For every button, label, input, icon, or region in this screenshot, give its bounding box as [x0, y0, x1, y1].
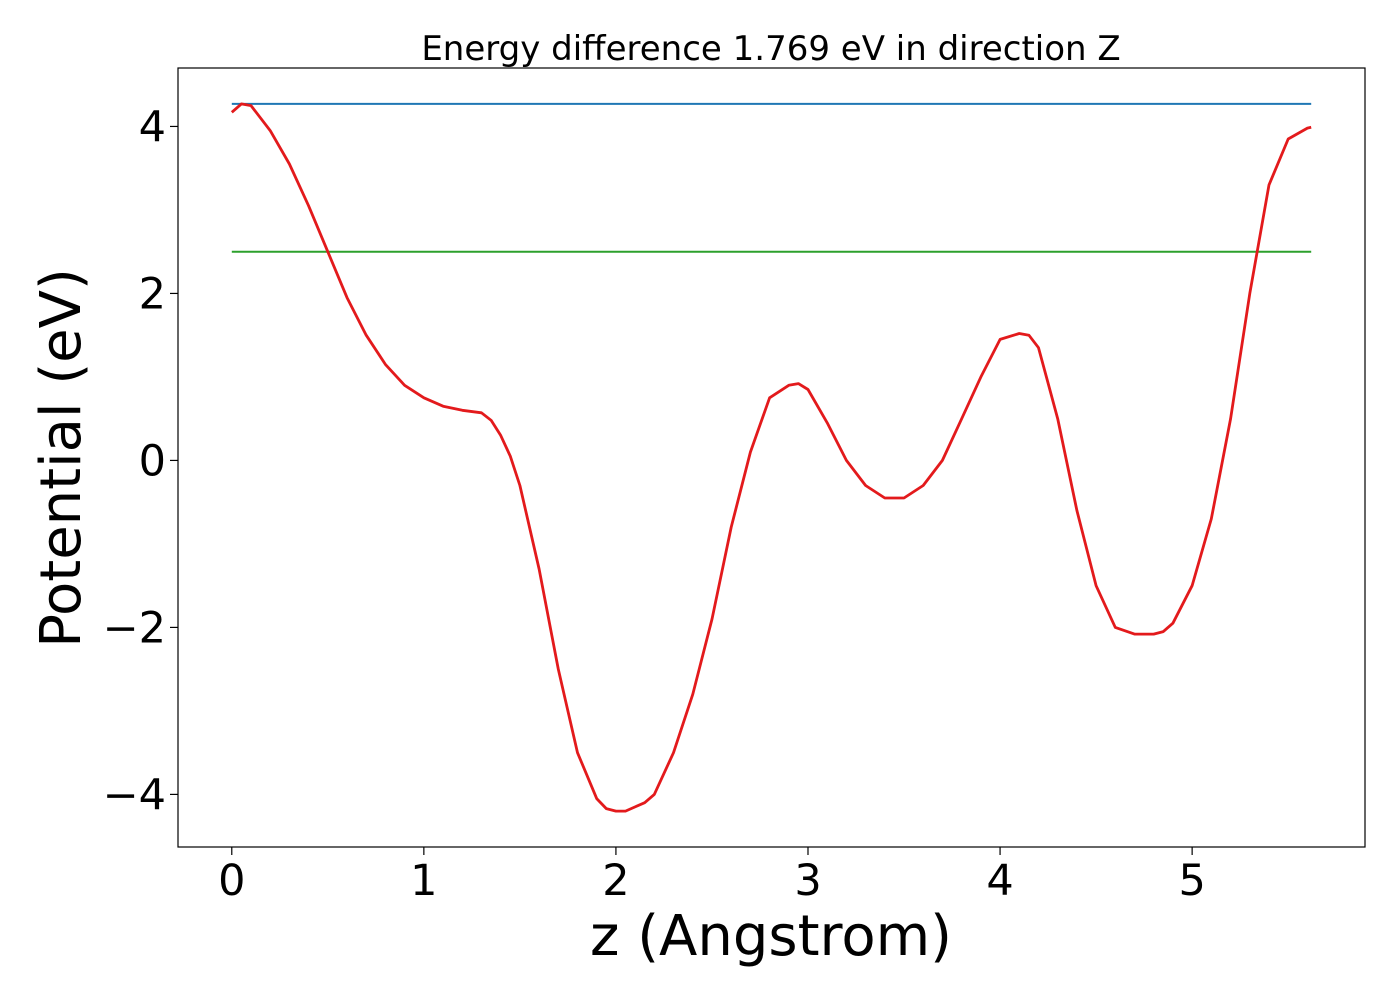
x-axis-label: z (Angstrom) [590, 904, 952, 969]
plot-frame [177, 67, 1366, 848]
y-tick-label: −4 [103, 770, 166, 820]
y-axis: −4 −2 0 2 4 [103, 102, 178, 820]
plot-area [177, 67, 1366, 848]
chart-title: Energy difference 1.769 eV in direction … [421, 29, 1120, 69]
series-layer [230, 102, 1312, 813]
x-tick-label: 2 [602, 856, 629, 906]
x-tick-label: 4 [986, 856, 1013, 906]
x-tick-label: 0 [218, 856, 245, 906]
x-tick-label: 1 [410, 856, 437, 906]
series-line-3 [230, 102, 1312, 813]
x-tick-label: 5 [1178, 856, 1205, 906]
y-tick-label: 2 [139, 269, 166, 319]
y-tick-label: 0 [139, 436, 166, 486]
x-tick-label: 3 [794, 856, 821, 906]
y-tick-label: −2 [103, 603, 166, 653]
x-axis: 0 1 2 3 4 5 [218, 847, 1206, 906]
y-axis-label: Potential (eV) [29, 268, 94, 648]
y-tick-label: 4 [139, 102, 166, 152]
